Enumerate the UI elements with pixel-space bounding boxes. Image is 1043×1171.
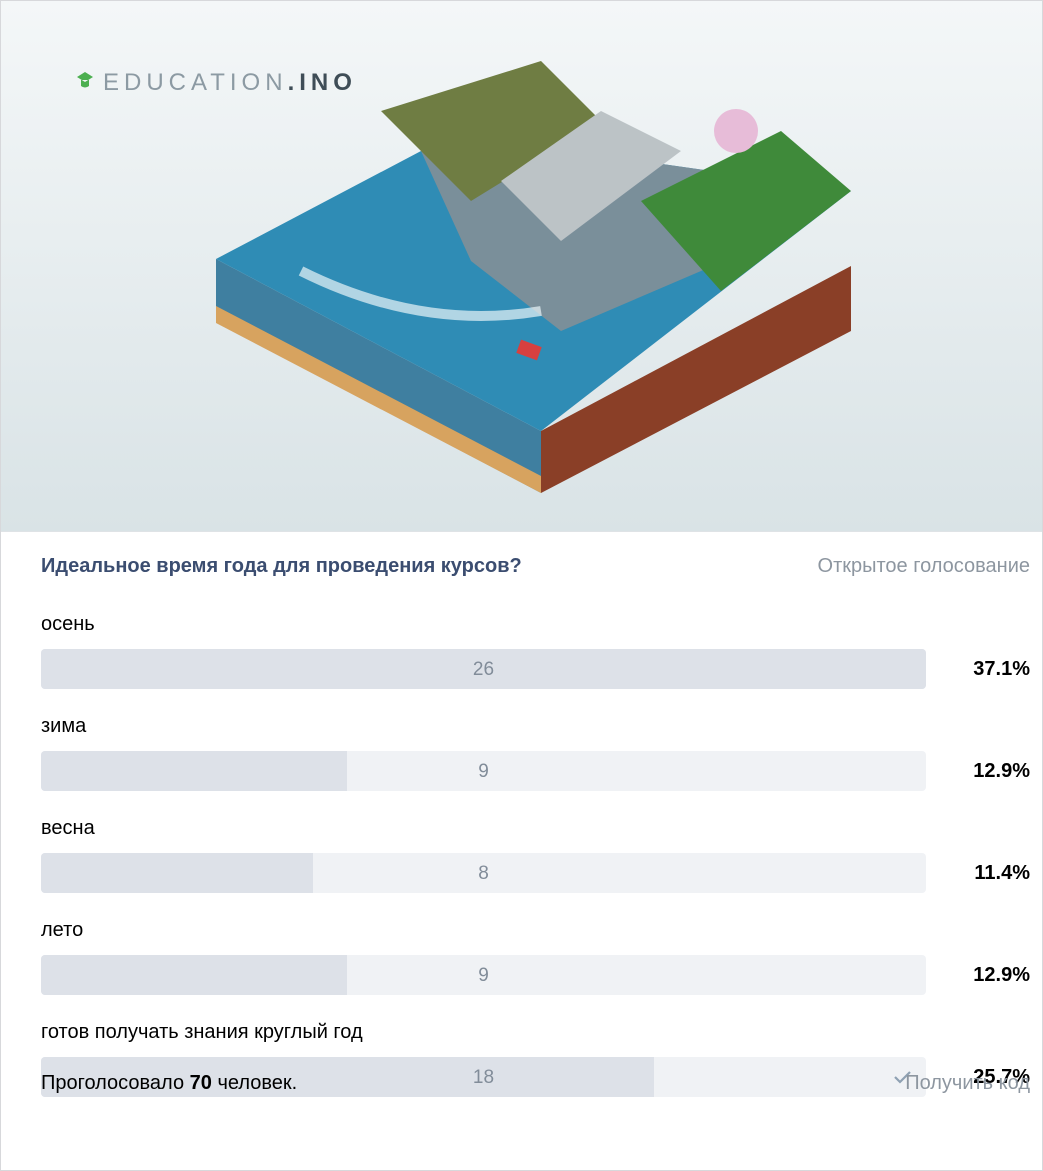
option-percent: 12.9% bbox=[973, 760, 1030, 783]
poll-kind: Открытое голосование bbox=[818, 555, 1030, 578]
option-label: готов получать знания круглый год bbox=[41, 1021, 363, 1044]
option-percent: 11.4% bbox=[974, 862, 1030, 885]
option-label: осень bbox=[41, 613, 95, 636]
cover-image: EDUCATION.INO bbox=[1, 1, 1042, 532]
logo-bold: .INO bbox=[288, 69, 357, 96]
option-count: 8 bbox=[41, 863, 926, 885]
poll-question: Идеальное время года для проведения курс… bbox=[41, 555, 522, 578]
logo-text: EDUCATION bbox=[103, 69, 288, 96]
option-bar[interactable]: 9 bbox=[41, 751, 926, 791]
get-code-link[interactable]: Получить код bbox=[905, 1072, 1030, 1095]
option-percent: 37.1% bbox=[973, 658, 1030, 681]
option-label: зима bbox=[41, 715, 86, 738]
poll-widget: EDUCATION.INO Идеальное время года для п… bbox=[0, 0, 1043, 1171]
option-bar[interactable]: 26 bbox=[41, 649, 926, 689]
option-count: 9 bbox=[41, 761, 926, 783]
voted-total: Проголосовало 70 человек. bbox=[41, 1072, 297, 1095]
option-bar[interactable]: 8 bbox=[41, 853, 926, 893]
voted-suffix: человек. bbox=[217, 1072, 297, 1094]
option-bar[interactable]: 9 bbox=[41, 955, 926, 995]
option-label: лето bbox=[41, 919, 83, 942]
logo: EDUCATION.INO bbox=[73, 69, 357, 97]
option-count: 9 bbox=[41, 965, 926, 987]
option-percent: 12.9% bbox=[973, 964, 1030, 987]
voted-prefix: Проголосовало bbox=[41, 1072, 184, 1094]
voted-count: 70 bbox=[190, 1072, 212, 1094]
option-count: 26 bbox=[41, 659, 926, 681]
option-label: весна bbox=[41, 817, 95, 840]
